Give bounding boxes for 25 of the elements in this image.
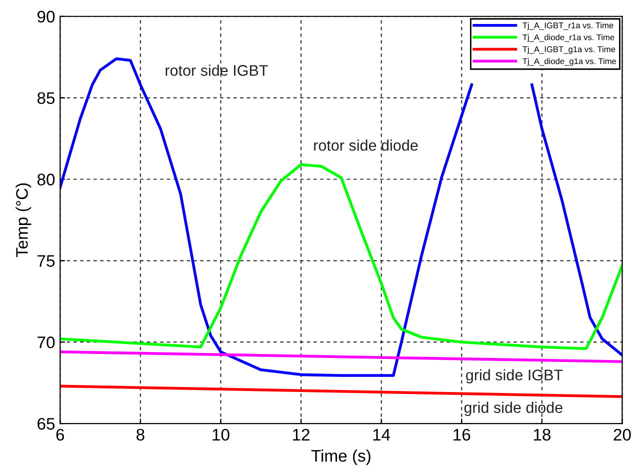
- annotation: rotor side diode: [314, 140, 418, 151]
- y-tick-label: 90: [38, 10, 55, 23]
- x-tick-label: 6: [56, 428, 64, 441]
- annotation: rotor side IGBT: [166, 64, 268, 76]
- x-tick-label: 16: [454, 428, 470, 441]
- annotation: grid side IGBT: [466, 369, 563, 384]
- x-tick-label: 8: [136, 428, 144, 441]
- x-tick-label: 10: [212, 428, 230, 441]
- annotation: grid side diode: [464, 402, 562, 416]
- x-axis-title: Time (s): [311, 449, 370, 466]
- y-tick-label: 85: [37, 92, 55, 104]
- line-series: [60, 163, 622, 350]
- legend-label: Tj_A_diode_r1a vs. Time: [522, 34, 614, 42]
- y-tick-label: 80: [37, 174, 55, 186]
- x-tick-label: 12: [293, 428, 310, 440]
- x-tick-label: 20: [614, 428, 631, 441]
- legend-label: Tj_A_IGBT_r1a vs. Time: [522, 22, 614, 30]
- y-tick-label: 75: [38, 255, 55, 267]
- legend-label: Tj_A_IGBT_g1a vs. Time: [522, 46, 616, 54]
- legend-label: Tj_A_diode_g1a vs. Time: [522, 58, 616, 66]
- x-tick-label: 14: [373, 429, 390, 440]
- y-tick-label: 70: [38, 336, 55, 348]
- x-tick-label: 18: [534, 428, 550, 441]
- y-tick-label: 65: [38, 418, 55, 430]
- y-axis-title: Temp (°C): [16, 183, 32, 258]
